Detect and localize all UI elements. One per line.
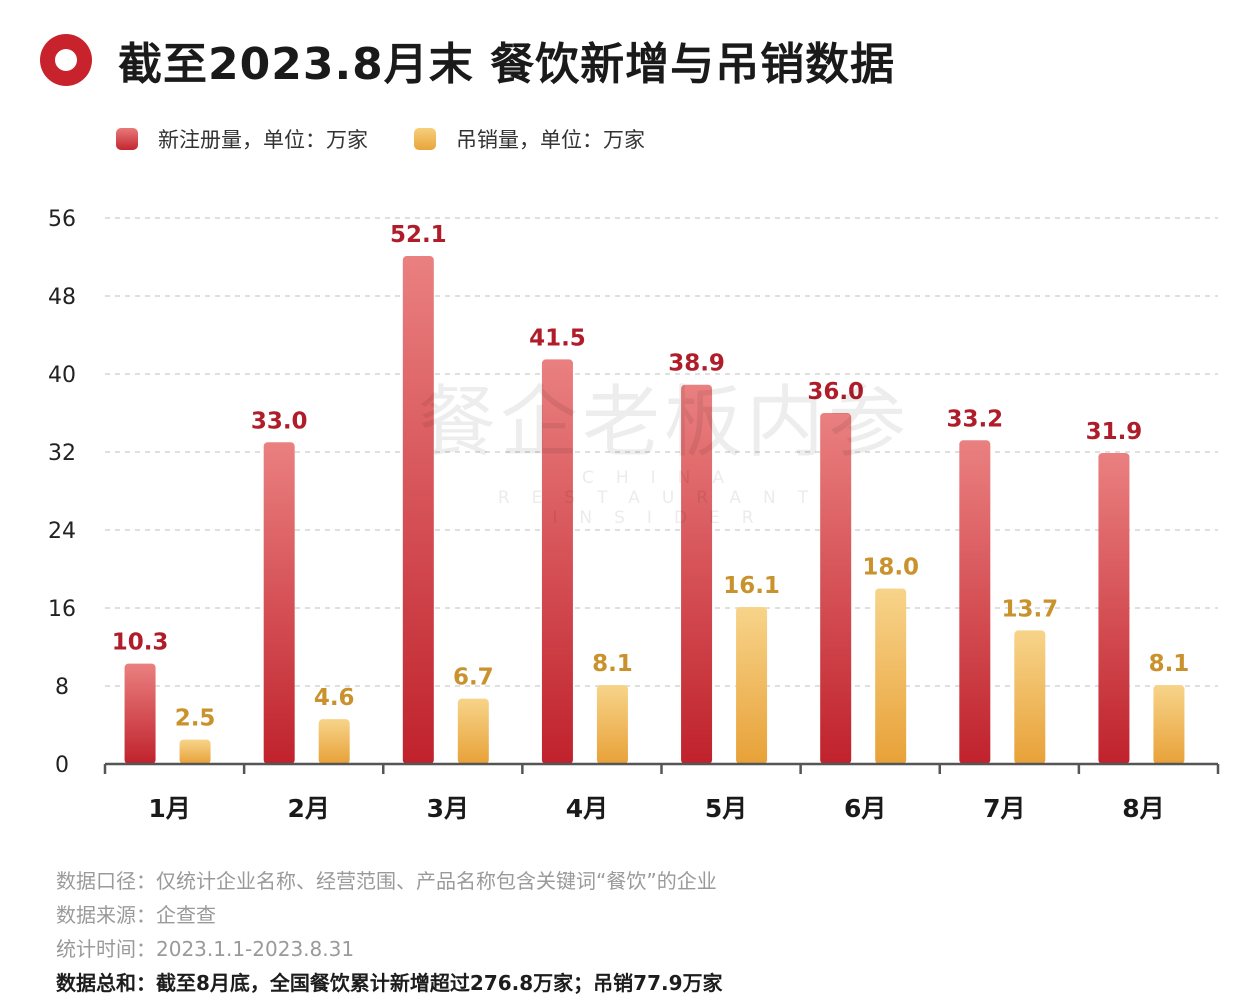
- x-tick-label: 2月: [287, 794, 329, 823]
- x-tick-label: 5月: [705, 794, 747, 823]
- data-label-new: 38.9: [668, 351, 725, 377]
- legend-label-new: 新注册量，单位：万家: [158, 128, 368, 152]
- axis-layer: 0 8 16 24 32 40 48 56 1月 2月 3月 4月 5月 6月 7月 8月: [48, 207, 1220, 823]
- bar-new-registration: [1098, 452, 1130, 764]
- data-label-new: 36.0: [807, 379, 864, 405]
- data-label-revoked: 2.5: [175, 706, 216, 732]
- x-tick-label: 6月: [844, 794, 886, 823]
- bar-revoked: [596, 685, 628, 764]
- x-tick-label: 1月: [148, 794, 190, 823]
- bar-chart: 10.3 2.5 33.0 4.6 52.1 6.7 41.5 8.1 38.9 16.1 36.0…: [48, 207, 1220, 823]
- data-label-revoked: 6.7: [453, 665, 494, 691]
- x-tick-label: 3月: [427, 794, 469, 823]
- legend-item-revoked: 吊销量，单位：万家: [414, 124, 645, 154]
- y-tick-label: 8: [55, 675, 69, 700]
- legend-swatch-revoked: [414, 128, 436, 150]
- data-label-revoked: 16.1: [723, 573, 780, 599]
- note-scope: 数据口径：仅统计企业名称、经营范围、产品名称包含关键词“餐饮”的企业: [56, 869, 717, 893]
- data-label-revoked: 8.1: [592, 651, 633, 677]
- x-tick-label: 8月: [1122, 794, 1164, 823]
- footnotes: 数据口径：仅统计企业名称、经营范围、产品名称包含关键词“餐饮”的企业 数据来源：…: [56, 864, 723, 1000]
- data-label-revoked: 4.6: [314, 685, 355, 711]
- data-label-new: 41.5: [529, 325, 586, 351]
- bar-new-registration: [263, 442, 295, 764]
- legend-label-revoked: 吊销量，单位：万家: [456, 128, 645, 152]
- bar-new-registration: [402, 256, 434, 764]
- bar-revoked: [457, 698, 489, 764]
- y-tick-label: 40: [48, 363, 76, 388]
- chart-title: 截至2023.8月末 餐饮新增与吊销数据: [118, 39, 896, 90]
- label-layer: 10.3 2.5 33.0 4.6 52.1 6.7 41.5 8.1 38.9 16.1 36.0…: [112, 222, 1190, 732]
- data-label-new: 33.0: [251, 408, 308, 434]
- data-label-revoked: 8.1: [1149, 651, 1190, 677]
- y-tick-label: 48: [48, 285, 76, 310]
- bar-revoked: [318, 719, 350, 764]
- bar-revoked: [736, 607, 768, 764]
- data-label-new: 52.1: [390, 222, 447, 248]
- bar-new-registration: [820, 413, 852, 764]
- title-row: 截至2023.8月末 餐饮新增与吊销数据: [40, 28, 895, 92]
- bar-new-registration: [681, 384, 713, 764]
- note-period: 统计时间：2023.1.1-2023.8.31: [56, 937, 355, 961]
- y-tick-label: 16: [48, 597, 76, 622]
- data-label-revoked: 13.7: [1001, 596, 1058, 622]
- note-source: 数据来源：企查查: [56, 903, 216, 927]
- x-tick-label: 4月: [566, 794, 608, 823]
- data-label-new: 10.3: [112, 630, 169, 656]
- bar-new-registration: [541, 359, 573, 764]
- y-tick-label: 24: [48, 519, 76, 544]
- bar-new-registration: [959, 440, 991, 764]
- data-label-revoked: 18.0: [862, 555, 919, 581]
- data-label-new: 31.9: [1086, 419, 1143, 445]
- data-label-new: 33.2: [946, 406, 1003, 432]
- y-tick-label: 56: [48, 207, 76, 232]
- bar-revoked: [875, 588, 907, 764]
- y-tick-label: 32: [48, 441, 76, 466]
- legend-item-new: 新注册量，单位：万家: [116, 124, 368, 154]
- legend-swatch-new: [116, 128, 138, 150]
- x-tick-label: 7月: [983, 794, 1025, 823]
- bar-revoked: [179, 739, 211, 764]
- legend: 新注册量，单位：万家 吊销量，单位：万家: [116, 124, 691, 154]
- bar-revoked: [1153, 685, 1185, 764]
- y-tick-label: 0: [55, 753, 69, 778]
- bar-new-registration: [124, 663, 156, 764]
- bar-layer: [124, 256, 1185, 764]
- record-circle-icon: [40, 34, 92, 86]
- bar-revoked: [1014, 630, 1046, 764]
- note-summary: 数据总和：截至8月底，全国餐饮累计新增超过276.8万家；吊销77.9万家: [56, 971, 723, 995]
